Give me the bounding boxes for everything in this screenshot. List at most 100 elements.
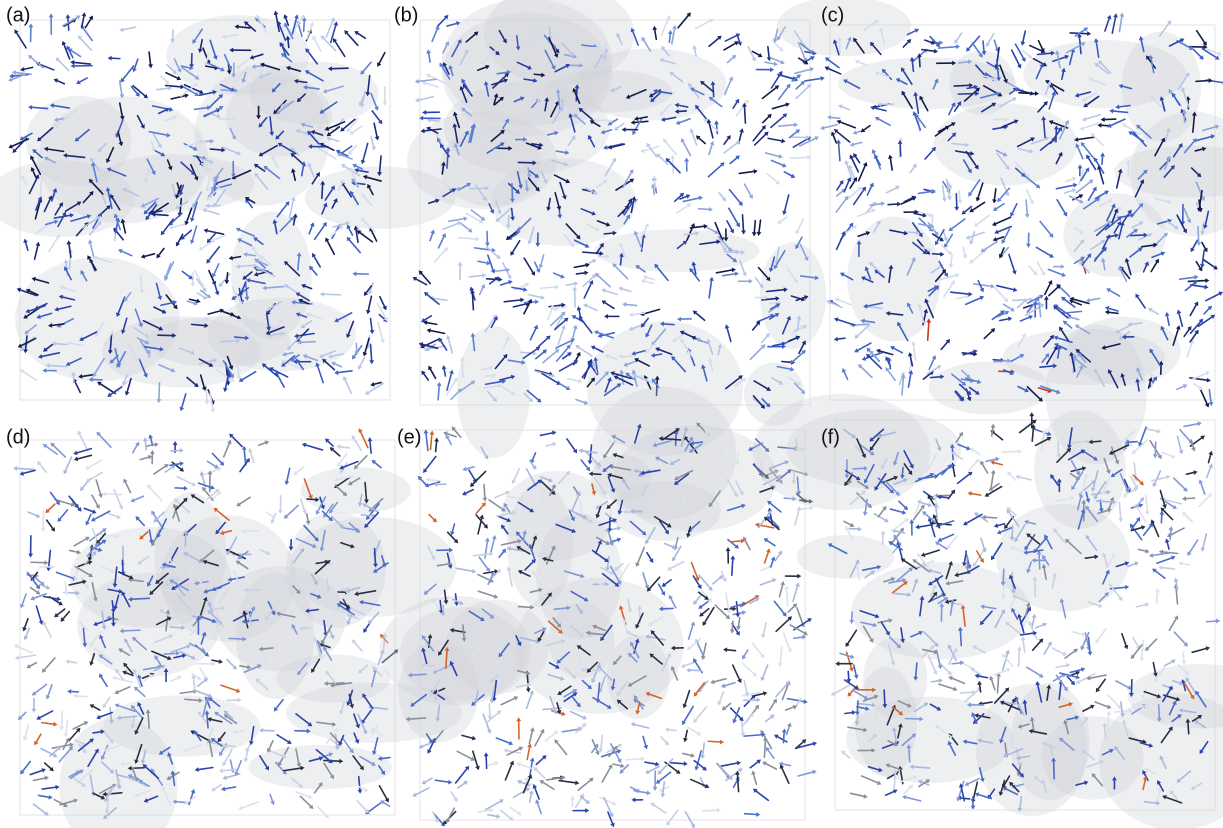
arrow-head [1078, 164, 1083, 168]
arrow-shaft [858, 62, 866, 65]
arrow-shaft [16, 73, 31, 75]
panel-render [380, 387, 817, 828]
arrow-shaft [727, 650, 735, 651]
arrow-head [749, 279, 753, 284]
arrow-shaft [557, 742, 567, 754]
arrow-shaft [424, 665, 434, 666]
arrow-shaft [1200, 389, 1207, 404]
arrow-shaft [844, 181, 849, 192]
arrow-shaft [1045, 284, 1050, 295]
arrow-shaft [1022, 50, 1029, 56]
arrow-shaft [357, 801, 366, 811]
arrow-head [15, 655, 19, 660]
arrow-shaft [908, 232, 916, 233]
arrow-shaft [1110, 290, 1120, 296]
arrow-head [426, 477, 430, 482]
arrow-shaft [928, 322, 929, 340]
arrow-shaft [354, 346, 361, 357]
arrow-shaft [655, 30, 657, 39]
arrow-shaft [171, 678, 179, 682]
arrow-shaft [678, 15, 688, 27]
arrow-shaft [297, 467, 304, 473]
arrow-shaft [40, 464, 46, 472]
arrow-shaft [63, 611, 69, 618]
arrow-shaft [88, 514, 91, 522]
arrow-shaft [478, 575, 490, 581]
arrow-shaft [1012, 204, 1017, 213]
arrow-shaft [703, 810, 717, 811]
arrow-shaft [192, 226, 196, 240]
arrow-shaft [438, 386, 439, 400]
arrow-shaft [537, 803, 541, 813]
arrow-shaft [513, 304, 525, 307]
arrow-shaft [574, 265, 586, 267]
arrow-head [274, 11, 279, 15]
arrow-head [911, 341, 916, 345]
arrow-shaft [793, 586, 797, 601]
arrow-head [1109, 109, 1113, 114]
arrow-shaft [560, 362, 575, 371]
arrow-head [1205, 278, 1209, 283]
arrow-head [1044, 296, 1049, 300]
arrow-head [732, 268, 736, 273]
arrow-shaft [96, 480, 100, 494]
arrow-shaft [215, 785, 221, 789]
arrow-shaft [197, 293, 203, 297]
arrow-shaft [784, 172, 791, 176]
arrow-shaft [212, 660, 219, 661]
arrow-shaft [994, 40, 997, 48]
arrow-shaft [838, 320, 855, 325]
arrow-shaft [850, 180, 855, 188]
arrow-shaft [669, 34, 670, 42]
arrow-shaft [42, 787, 55, 789]
arrow-shaft [837, 191, 843, 196]
arrow-shaft [654, 805, 666, 813]
arrow-shaft [984, 331, 992, 339]
arrow-shaft [53, 445, 65, 457]
arrow-shaft [993, 360, 1000, 361]
arrow-head [1026, 244, 1031, 248]
arrow-head [46, 567, 51, 571]
arrow-head [210, 408, 215, 412]
arrow-shaft [683, 141, 691, 155]
arrow-head [370, 330, 375, 334]
arrow-shaft [194, 678, 195, 691]
arrow-shaft [154, 466, 165, 474]
arrow-shaft [588, 48, 598, 49]
arrow-shaft [1193, 240, 1198, 248]
arrow-shaft [902, 378, 903, 395]
arrow-shaft [910, 167, 914, 173]
arrow-head [520, 298, 524, 303]
arrow-shaft [212, 453, 221, 462]
arrow-shaft [438, 18, 446, 26]
arrow-shaft [182, 271, 189, 277]
arrow-head [64, 733, 69, 737]
arrow-shaft [42, 723, 54, 725]
arrow-shaft [685, 690, 690, 704]
arrow-shaft [161, 76, 167, 82]
arrow-shaft [21, 712, 26, 717]
arrow-head [757, 232, 762, 236]
arrow-shaft [1180, 277, 1195, 279]
arrow-head [184, 486, 188, 491]
arrow-shaft [1167, 316, 1169, 326]
arrow-shaft [159, 248, 164, 255]
arrow-shaft [791, 353, 803, 364]
arrow-shaft [737, 35, 739, 42]
arrow-shaft [227, 273, 228, 280]
arrow-head [23, 736, 28, 741]
arrow-shaft [1020, 317, 1029, 321]
arrow-head [529, 790, 534, 794]
arrow-shaft [680, 196, 687, 199]
arrow-shaft [728, 540, 736, 547]
arrow-shaft [441, 341, 447, 350]
arrow-shaft [419, 79, 437, 81]
arrow-shaft [48, 685, 52, 696]
arrow-shaft [1000, 319, 1009, 321]
arrow-head [555, 285, 559, 290]
arrow-shaft [289, 200, 293, 217]
arrow-shaft [783, 633, 789, 649]
arrow-shaft [457, 751, 471, 758]
arrow-head [9, 74, 13, 79]
arrow-shaft [951, 255, 952, 264]
